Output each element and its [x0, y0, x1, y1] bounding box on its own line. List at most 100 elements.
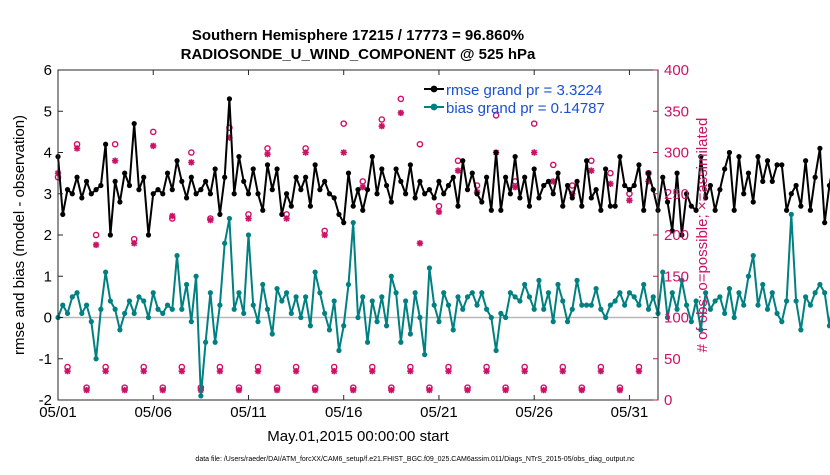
rmse-point — [607, 203, 613, 209]
bias-point — [155, 306, 161, 312]
bias-point — [726, 286, 733, 292]
obs-assimilated-marker — [521, 367, 528, 375]
obs-assimilated-marker — [302, 149, 309, 156]
rmse-point — [593, 187, 599, 193]
obs-assimilated-stroke — [435, 208, 442, 215]
bias-point — [469, 290, 475, 296]
rmse-point — [803, 158, 809, 164]
obs-assimilated-marker — [511, 183, 519, 191]
bias-point — [231, 306, 237, 312]
rmse-point — [326, 191, 333, 197]
bias-point — [531, 306, 537, 312]
y-right-tick-label: 0 — [664, 392, 672, 409]
rmse-point — [793, 182, 799, 189]
rmse-point — [579, 203, 585, 209]
rmse-point — [345, 170, 352, 176]
obs-assimilated-stroke — [102, 368, 109, 375]
y-axis-left-ticks: -2 -1 0 1 2 3 4 5 6 — [39, 62, 63, 409]
rmse-point — [726, 149, 733, 156]
bias-point — [512, 294, 518, 300]
rmse-point — [241, 178, 247, 184]
bias-point — [764, 306, 771, 312]
rmse-point — [460, 158, 466, 164]
rmse-point — [307, 203, 313, 209]
rmse-point — [145, 232, 152, 238]
rmse-point — [436, 178, 442, 184]
bias-point — [598, 306, 604, 312]
bias-point — [350, 220, 356, 226]
obs-assimilated-stroke — [588, 167, 595, 174]
rmse-point — [369, 154, 375, 160]
rmse-point — [798, 203, 804, 209]
plot-area — [58, 70, 658, 400]
bias-point — [645, 306, 652, 312]
x-tick-label: 05/11 — [230, 404, 266, 421]
rmse-point — [531, 166, 537, 172]
legend-rmse-marker — [430, 85, 438, 93]
rmse-point — [126, 182, 133, 189]
obs-assimilated-stroke — [626, 197, 633, 204]
rmse-point — [645, 170, 652, 176]
rmse-point — [122, 170, 128, 176]
bias-point — [160, 310, 166, 316]
bias-point — [679, 277, 685, 283]
obs-assimilated-stroke — [635, 368, 642, 375]
obs-assimilated-stroke — [445, 368, 452, 375]
bias-point — [312, 269, 318, 275]
rmse-point — [183, 195, 190, 201]
bias-point — [650, 294, 656, 300]
rmse-point — [155, 187, 161, 193]
rmse-point — [336, 211, 342, 217]
obs-possible-marker — [607, 169, 614, 177]
obs-assimilated-stroke — [340, 149, 347, 156]
obs-assimilated-marker — [530, 149, 538, 156]
obs-assimilated-marker — [264, 150, 271, 158]
obs-assimilated-stroke — [331, 368, 338, 375]
bias-point — [64, 310, 71, 316]
bias-point — [583, 302, 590, 308]
bias-point — [279, 298, 285, 304]
bias-point — [788, 211, 794, 217]
y-right-tick-label: 200 — [664, 227, 689, 244]
bias-point — [93, 356, 99, 362]
bias-point — [388, 273, 394, 279]
bias-point — [207, 290, 213, 296]
obs-assimilated-stroke — [140, 368, 147, 375]
rmse-point — [522, 174, 528, 180]
obs-assimilated-stroke — [607, 180, 614, 187]
bias-point — [488, 314, 494, 321]
bias-point — [741, 302, 747, 308]
bias-point — [374, 319, 380, 325]
obs-assimilated-marker — [292, 367, 300, 375]
bias-point — [345, 281, 352, 288]
rmse-point — [712, 207, 718, 213]
bias-point — [436, 319, 442, 325]
obs-assimilated-stroke — [540, 387, 547, 394]
bias-point — [736, 290, 742, 296]
y-axis-right-label: # of obs: o=possible; ×=assimilated — [694, 118, 711, 353]
obs-assimilated-stroke — [93, 241, 100, 248]
rmse-point — [331, 195, 337, 201]
bias-point — [364, 339, 371, 345]
bias-point — [245, 232, 252, 238]
obs-assimilated-marker — [388, 386, 395, 394]
rmse-point — [745, 170, 752, 176]
bias-point — [660, 269, 666, 275]
rmse-point — [198, 187, 204, 193]
rmse-point — [203, 178, 209, 184]
bias-point — [317, 290, 323, 296]
rmse-point — [412, 195, 418, 201]
obs-assimilated-marker — [559, 367, 566, 375]
obs-assimilated-marker — [540, 386, 547, 394]
obs-assimilated-marker — [140, 367, 147, 375]
bias-point — [193, 273, 199, 279]
bias-point — [264, 306, 271, 312]
rmse-point — [679, 232, 685, 238]
bias-point — [274, 286, 280, 292]
data-file-footnote: data file: /Users/raeder/DAI/ATM_forcXX/… — [195, 456, 635, 463]
bias-point — [479, 290, 485, 296]
obs-assimilated-marker — [311, 386, 319, 394]
y-left-tick-label: 5 — [44, 103, 52, 120]
obs-assimilated-marker — [207, 216, 214, 224]
bias-point — [503, 314, 509, 321]
